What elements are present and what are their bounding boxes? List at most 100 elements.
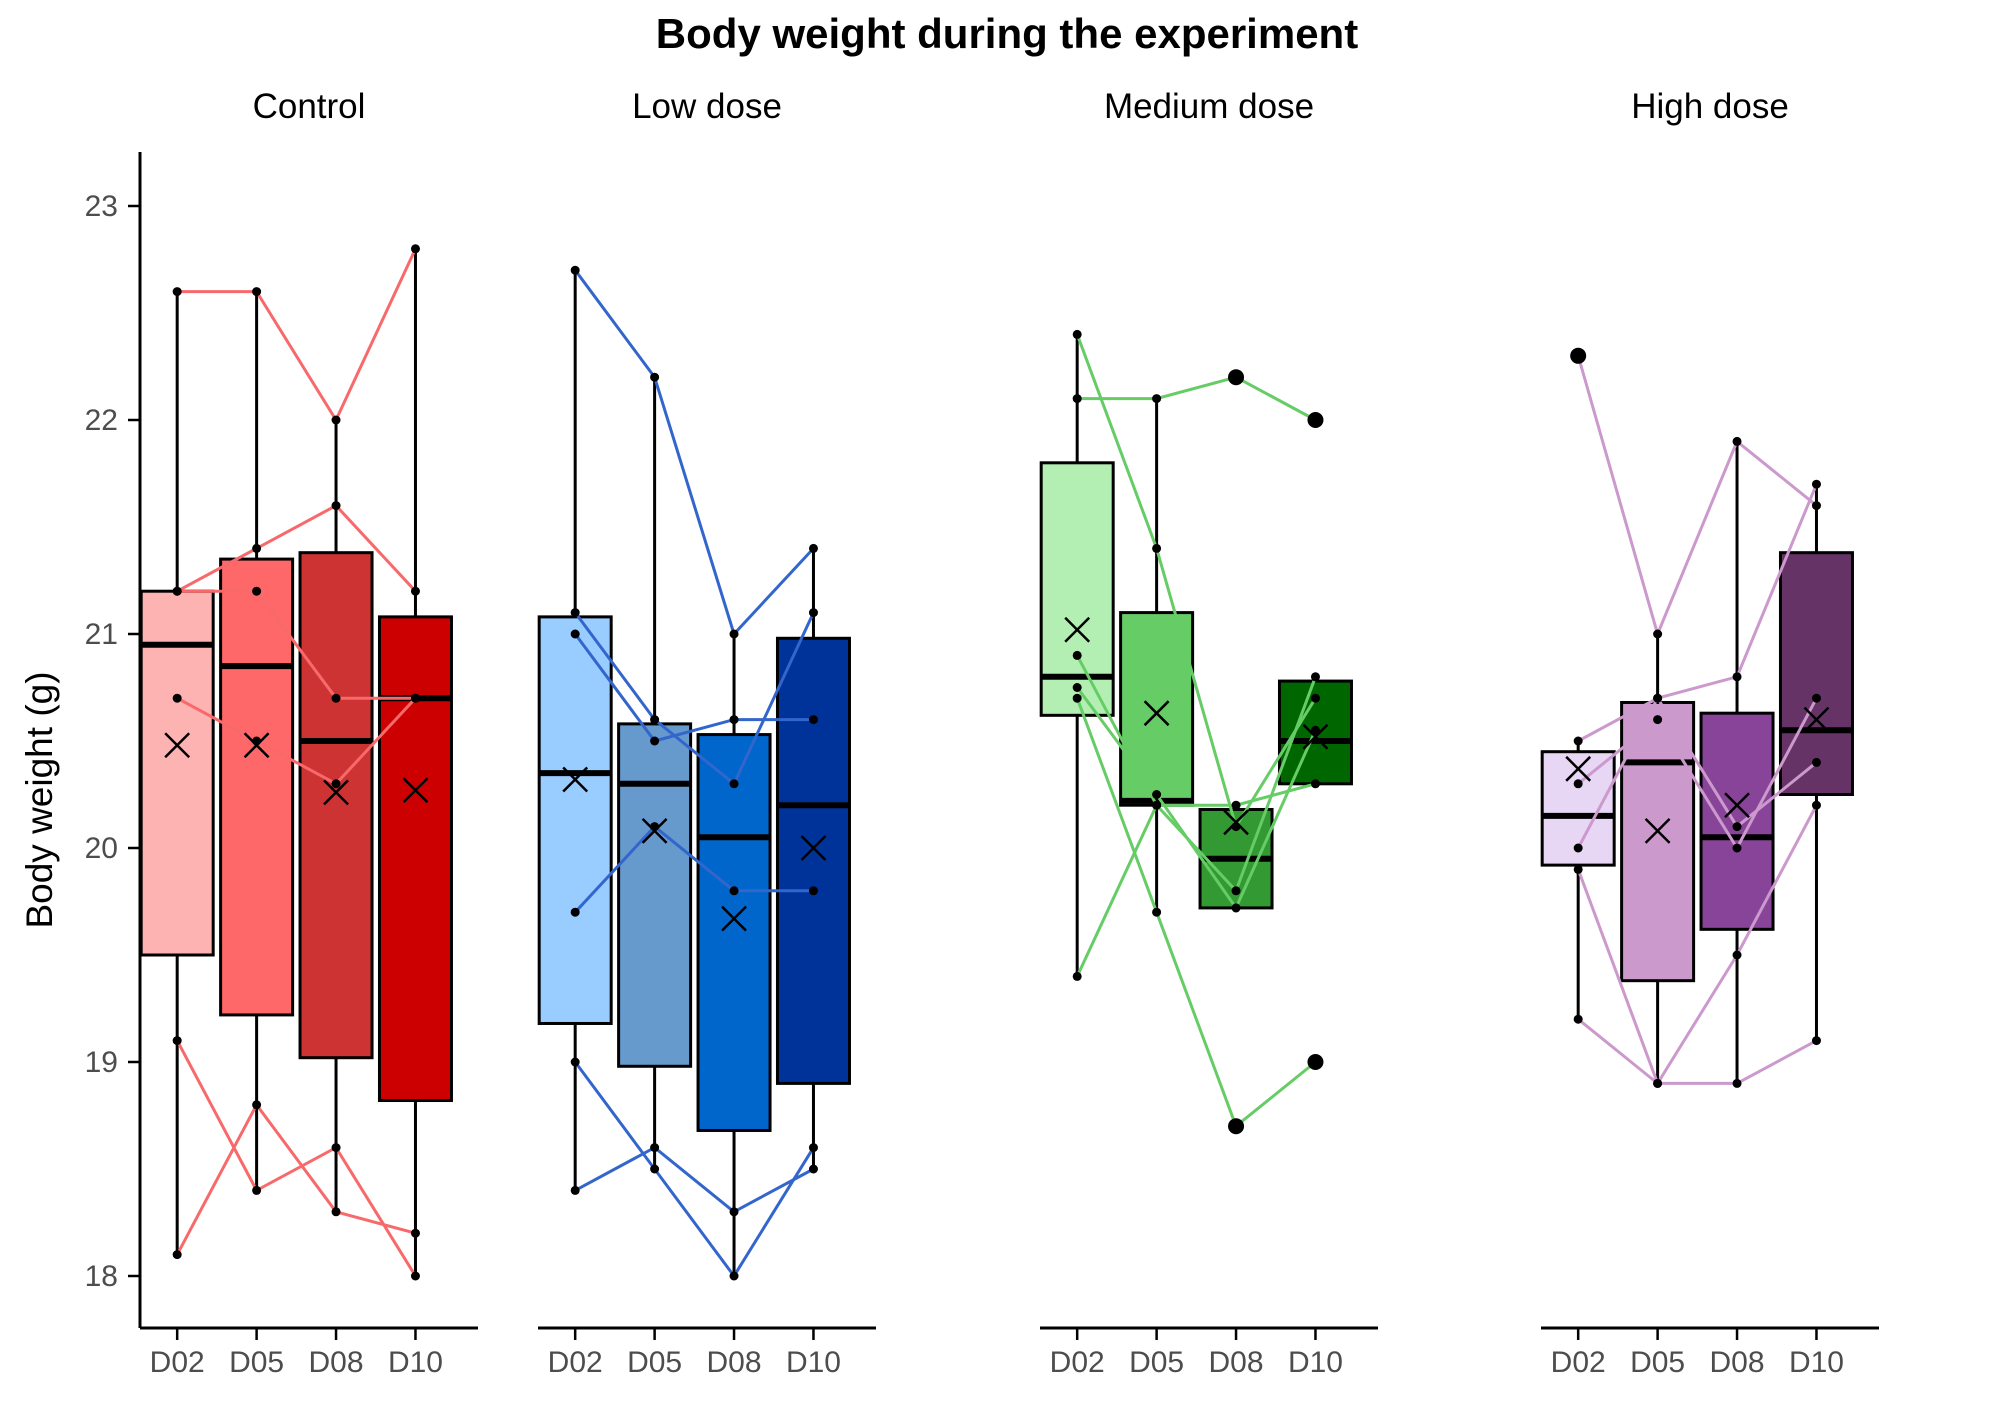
data-point xyxy=(650,736,660,746)
data-point xyxy=(410,693,420,703)
mean-marker xyxy=(721,905,747,932)
data-point xyxy=(331,1143,341,1153)
data-point xyxy=(331,693,341,703)
data-point xyxy=(1653,1078,1663,1088)
data-point xyxy=(1811,800,1821,810)
subject-line xyxy=(1577,483,1818,743)
mean-marker xyxy=(562,766,589,793)
data-point xyxy=(808,543,818,553)
panel-low-dose: Low dose D02 D05 D08 D10 xyxy=(537,87,876,1379)
box-iqr xyxy=(1778,551,1854,796)
x-tick-label: D05 xyxy=(229,1346,284,1379)
mean-marker xyxy=(1302,723,1329,750)
box-d08 xyxy=(298,420,374,1212)
x-tick-label: D02 xyxy=(1551,1346,1606,1379)
y-tick-label: 19 xyxy=(85,1046,118,1079)
data-point xyxy=(729,629,739,639)
data-point xyxy=(252,1185,262,1195)
data-point xyxy=(1072,650,1082,660)
data-point xyxy=(172,1036,182,1046)
mean-marker xyxy=(1803,706,1830,733)
mean-marker xyxy=(1223,809,1249,836)
data-point xyxy=(172,287,182,297)
x-tick-label: D02 xyxy=(150,1346,205,1379)
subject-line xyxy=(1075,676,1317,978)
panel-title: High dose xyxy=(1631,87,1789,126)
outlier-point xyxy=(1570,347,1587,364)
box-d10 xyxy=(1778,484,1854,1041)
subject-line xyxy=(1075,686,1317,911)
box-iqr xyxy=(1699,711,1775,931)
data-point xyxy=(410,1228,420,1238)
data-point xyxy=(331,501,341,511)
mean-marker xyxy=(1724,792,1750,819)
data-point xyxy=(1811,479,1821,489)
y-tick-label: 18 xyxy=(85,1260,118,1293)
x-tick-label: D05 xyxy=(1129,1346,1184,1379)
data-point xyxy=(570,608,580,618)
outlier-point xyxy=(1307,412,1324,428)
outlier-point xyxy=(1228,1118,1245,1135)
mean-marker xyxy=(164,732,191,759)
data-point xyxy=(1072,394,1082,404)
data-point xyxy=(252,287,262,297)
data-point xyxy=(1653,629,1663,639)
data-point xyxy=(650,1143,660,1153)
data-point xyxy=(1653,693,1663,703)
subject-line xyxy=(1077,375,1317,422)
subject-line xyxy=(175,1101,416,1256)
data-point xyxy=(1573,1014,1583,1024)
data-point xyxy=(172,586,182,596)
data-point xyxy=(1152,543,1162,553)
data-point xyxy=(808,1164,818,1174)
data-point xyxy=(1573,736,1583,746)
box-iqr xyxy=(696,733,772,1132)
data-point xyxy=(331,779,341,789)
data-point xyxy=(650,372,660,382)
data-point xyxy=(1653,715,1663,725)
panel-high-dose: High dose D02 D05 D08 D10 xyxy=(1540,87,1879,1379)
panel-medium-dose: Medium dose D02 D05 D08 D10 xyxy=(1039,87,1378,1379)
mean-marker xyxy=(402,777,429,804)
y-axis: 18 19 20 21 22 23 xyxy=(85,152,142,1328)
data-point xyxy=(410,586,420,596)
data-point xyxy=(1072,329,1082,339)
box-d05 xyxy=(617,377,693,1169)
data-point xyxy=(1310,693,1320,703)
data-point xyxy=(1072,693,1082,703)
box-iqr xyxy=(617,722,693,1068)
subject-line xyxy=(1075,654,1316,807)
x-tick-label: D10 xyxy=(1288,1346,1343,1379)
data-point xyxy=(410,1271,420,1281)
box-d05 xyxy=(219,291,295,1191)
data-point xyxy=(1152,800,1162,810)
data-point xyxy=(1811,757,1821,767)
data-point xyxy=(1072,683,1082,692)
outlier-point xyxy=(1228,369,1245,386)
x-tick-label: D08 xyxy=(1209,1346,1264,1379)
data-point xyxy=(1310,672,1320,682)
mean-marker xyxy=(800,835,827,861)
x-tick-label: D08 xyxy=(707,1346,762,1379)
chart-title: Body weight during the experiment xyxy=(656,10,1358,57)
subject-line xyxy=(574,824,814,914)
x-tick-label: D10 xyxy=(1789,1346,1844,1379)
data-point xyxy=(729,886,739,896)
subject-line xyxy=(573,633,814,743)
subject-line xyxy=(573,611,815,787)
data-point xyxy=(729,779,739,789)
box-iqr xyxy=(1119,611,1195,807)
box-d08 xyxy=(696,634,772,1276)
box-d08 xyxy=(1699,441,1775,1084)
data-point xyxy=(1732,672,1742,682)
data-point xyxy=(331,1207,341,1217)
data-point xyxy=(1231,800,1241,810)
data-point xyxy=(1231,886,1241,896)
data-point xyxy=(1732,843,1742,853)
data-point xyxy=(1310,779,1320,789)
x-tick-label: D10 xyxy=(786,1346,841,1379)
mean-marker xyxy=(1064,616,1091,643)
subject-line xyxy=(175,1039,417,1277)
data-point xyxy=(1152,790,1162,799)
